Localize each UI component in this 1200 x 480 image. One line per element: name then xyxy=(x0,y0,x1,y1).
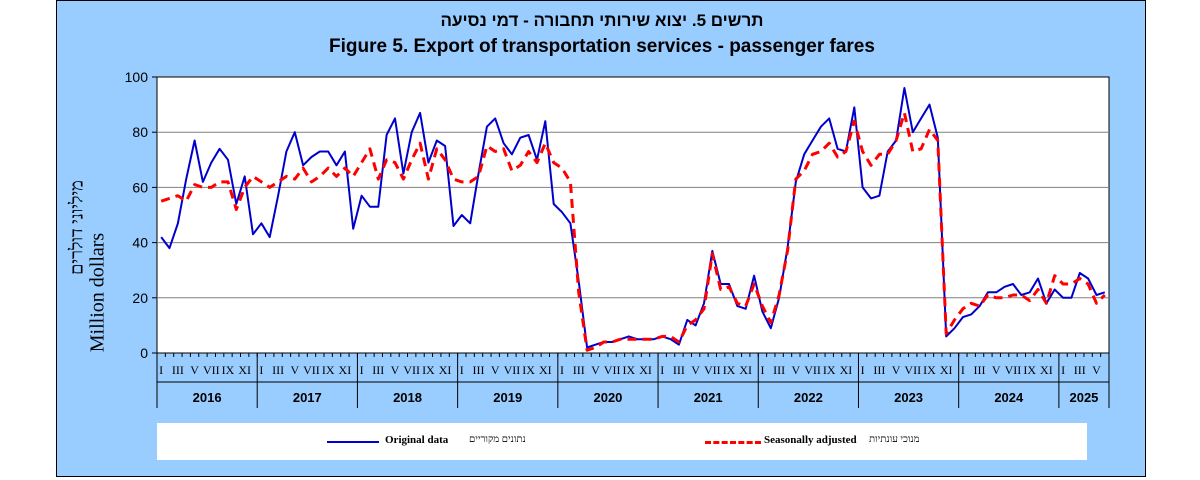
chart-title-english: Figure 5. Export of transportation servi… xyxy=(329,36,875,57)
x-month-label: III xyxy=(673,363,685,377)
y-tick-label: 40 xyxy=(132,235,148,251)
y-tick-label: 80 xyxy=(132,124,148,140)
chart-frame: תרשים 5. יצוא שירותי תחבורה - דמי נסיעה … xyxy=(56,0,1146,477)
y-tick-label: 60 xyxy=(132,179,148,195)
x-month-label: III xyxy=(974,363,986,377)
x-month-label: I xyxy=(560,363,564,377)
legend-swatch-original xyxy=(327,441,379,443)
x-year-label: 2016 xyxy=(193,390,222,405)
legend-label-seasonal: Seasonally adjusted xyxy=(764,434,857,446)
x-month-label: XI xyxy=(439,363,452,377)
x-year-label: 2018 xyxy=(393,390,422,405)
x-month-label: XI xyxy=(539,363,552,377)
legend-label-original: Original data xyxy=(385,434,449,446)
x-month-label: V xyxy=(892,363,901,377)
legend-label-original-hebrew: נתונים מקוריים xyxy=(469,434,526,445)
x-month-label: IX xyxy=(723,363,736,377)
x-month-label: V xyxy=(792,363,801,377)
x-month-label: VII xyxy=(1005,363,1022,377)
x-month-label: VII xyxy=(704,363,721,377)
x-year-label: 2020 xyxy=(593,390,622,405)
x-month-label: III xyxy=(1074,363,1086,377)
x-month-label: XI xyxy=(739,363,752,377)
x-year-label: 2017 xyxy=(293,390,322,405)
x-month-label: VII xyxy=(604,363,621,377)
x-month-label: XI xyxy=(238,363,251,377)
x-month-label: XI xyxy=(840,363,853,377)
x-month-label: I xyxy=(159,363,163,377)
x-month-label: I xyxy=(660,363,664,377)
x-year-label: 2025 xyxy=(1069,390,1098,405)
legend-label-seasonal-hebrew: מנוכי עונתיות xyxy=(869,434,920,445)
x-month-label: III xyxy=(473,363,485,377)
x-month-label: IX xyxy=(823,363,836,377)
x-month-label: III xyxy=(873,363,885,377)
x-month-label: I xyxy=(961,363,965,377)
legend-swatch-seasonal xyxy=(705,441,761,444)
x-month-label: IX xyxy=(1023,363,1036,377)
x-month-label: I xyxy=(861,363,865,377)
x-month-label: VII xyxy=(403,363,420,377)
x-month-label: V xyxy=(491,363,500,377)
y-tick-label: 100 xyxy=(125,69,149,85)
x-month-label: V xyxy=(1092,363,1101,377)
x-month-label: VII xyxy=(904,363,921,377)
x-month-label: IX xyxy=(422,363,435,377)
x-month-label: I xyxy=(1061,363,1065,377)
x-month-label: III xyxy=(573,363,585,377)
x-month-label: III xyxy=(372,363,384,377)
x-month-label: V xyxy=(992,363,1001,377)
plot-area xyxy=(156,76,1110,354)
x-month-label: III xyxy=(773,363,785,377)
y-tick-label: 20 xyxy=(132,290,148,306)
x-month-label: V xyxy=(190,363,199,377)
x-month-label: IX xyxy=(923,363,936,377)
x-month-label: XI xyxy=(339,363,352,377)
x-month-label: I xyxy=(360,363,364,377)
legend: Original data נתונים מקוריים Seasonally … xyxy=(157,423,1087,460)
y-tick-label: 0 xyxy=(140,345,148,361)
x-month-label: V xyxy=(391,363,400,377)
x-month-label: VII xyxy=(504,363,521,377)
x-month-label: I xyxy=(460,363,464,377)
x-month-label: I xyxy=(259,363,263,377)
x-year-label: 2019 xyxy=(493,390,522,405)
chart-title-hebrew: תרשים 5. יצוא שירותי תחבורה - דמי נסיעה xyxy=(440,11,764,30)
x-month-label: XI xyxy=(639,363,652,377)
x-month-label: IX xyxy=(222,363,235,377)
x-month-label: IX xyxy=(322,363,335,377)
x-month-label: V xyxy=(691,363,700,377)
x-month-label: V xyxy=(591,363,600,377)
series-line-seasonal xyxy=(160,111,1106,352)
x-month-label: VII xyxy=(804,363,821,377)
x-year-label: 2022 xyxy=(794,390,823,405)
x-month-label: IX xyxy=(622,363,635,377)
x-month-label: IX xyxy=(522,363,535,377)
x-month-label: XI xyxy=(940,363,953,377)
x-year-label: 2024 xyxy=(994,390,1024,405)
x-year-label: 2021 xyxy=(694,390,723,405)
x-month-label: VII xyxy=(203,363,220,377)
x-month-label: VII xyxy=(303,363,320,377)
x-month-label: V xyxy=(290,363,299,377)
x-month-label: III xyxy=(172,363,184,377)
x-month-label: III xyxy=(272,363,284,377)
x-month-label: I xyxy=(760,363,764,377)
x-year-label: 2023 xyxy=(894,390,923,405)
x-month-label: XI xyxy=(1040,363,1053,377)
